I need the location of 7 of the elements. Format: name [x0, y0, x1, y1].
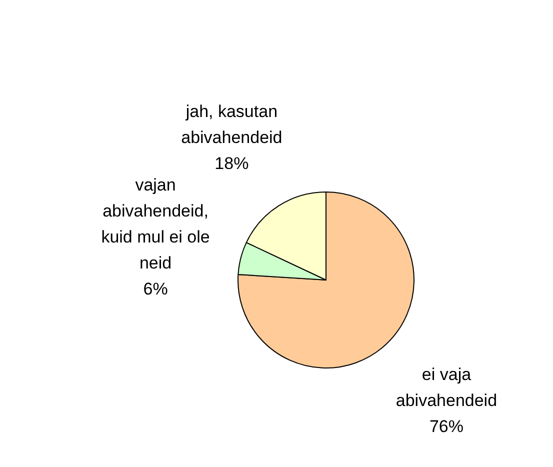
slice-label: jah, kasutan abivahendeid: [181, 102, 282, 148]
slice-label: ei vaja abivahendeid: [396, 365, 498, 410]
slice-label: vajan abivahendeid, kuid mul ei ole neid: [101, 176, 210, 273]
pie-slice: [238, 192, 414, 368]
data-label: 6%: [143, 280, 168, 299]
data-label: 18%: [214, 154, 249, 174]
data-label: 76%: [429, 417, 464, 436]
